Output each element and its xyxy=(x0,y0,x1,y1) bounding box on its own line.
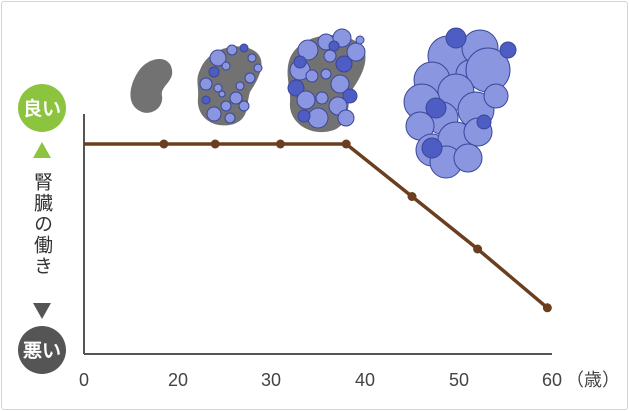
series-line xyxy=(84,142,549,310)
y-axis-label: 腎臓の働き xyxy=(31,172,53,277)
data-point xyxy=(210,139,220,149)
down-arrow-icon xyxy=(33,303,51,319)
cyst-bubble xyxy=(229,91,243,105)
cyst-bubble xyxy=(296,90,316,110)
cyst-bubble xyxy=(320,68,332,80)
cyst-bubble xyxy=(297,109,311,123)
cyst-bubble xyxy=(226,44,238,56)
cyst-bubble xyxy=(206,106,222,122)
data-point xyxy=(341,139,351,149)
x-tick-label: 0 xyxy=(79,370,89,390)
cyst-bubble xyxy=(323,49,337,63)
kidney-healthy-icon xyxy=(130,58,173,113)
x-tick-label: 40 xyxy=(355,370,375,390)
x-tick-labels: 0 20 30 40 50 60 （歳） xyxy=(79,370,620,390)
cyst-bubble xyxy=(224,112,236,124)
up-arrow-icon xyxy=(33,142,51,158)
data-point xyxy=(407,192,417,201)
data-point xyxy=(542,303,552,313)
x-tick-label: 30 xyxy=(261,370,281,390)
cyst-bubble xyxy=(337,109,355,127)
cyst-bubble xyxy=(421,137,443,159)
cyst-bubble xyxy=(293,55,307,69)
cyst-bubble xyxy=(307,107,329,129)
x-unit-label: （歳） xyxy=(566,370,620,390)
cyst-bubble xyxy=(213,83,223,93)
data-point xyxy=(275,139,285,149)
cyst-bubble xyxy=(218,90,226,98)
cyst-bubble xyxy=(453,143,483,173)
cyst-bubble xyxy=(244,72,256,84)
cyst-bubble xyxy=(253,63,263,73)
cyst-bubble xyxy=(328,40,340,52)
x-tick-label: 20 xyxy=(168,370,188,390)
cyst-bubble xyxy=(330,74,350,94)
cyst-bubble xyxy=(238,100,250,112)
kidney-large-cysts-icon xyxy=(403,27,517,179)
cyst-bubble xyxy=(247,53,257,63)
cyst-bubble xyxy=(199,77,213,91)
x-tick-label: 50 xyxy=(449,370,469,390)
good-badge-label: 良い xyxy=(23,97,61,120)
bad-badge-label: 悪い xyxy=(23,340,61,362)
y-axis-label-char: 腎臓の働き xyxy=(31,172,53,277)
cyst-bubble xyxy=(425,97,447,119)
good-badge: 良い xyxy=(18,84,66,132)
cyst-bubble xyxy=(315,91,329,105)
bad-badge: 悪い xyxy=(18,326,66,374)
cyst-bubble xyxy=(305,69,319,83)
cyst-bubble xyxy=(476,114,492,130)
cyst-bubble xyxy=(220,100,232,112)
data-point xyxy=(159,139,169,149)
kidney-medium-cysts-icon xyxy=(287,28,366,133)
cyst-bubble xyxy=(297,39,319,61)
data-point xyxy=(473,244,483,254)
cyst-bubble xyxy=(239,43,249,53)
cyst-bubble xyxy=(287,79,305,97)
cyst-bubble xyxy=(342,88,358,104)
cyst-bubble xyxy=(346,42,366,62)
data-series xyxy=(84,139,552,313)
cyst-bubble xyxy=(355,35,365,45)
cyst-bubble xyxy=(445,27,467,49)
cyst-bubble xyxy=(209,49,227,67)
cyst-bubble xyxy=(235,81,245,91)
cyst-bubble xyxy=(499,41,517,59)
x-tick-label: 60 xyxy=(542,370,562,390)
cyst-bubble xyxy=(201,95,211,105)
cyst-bubble xyxy=(335,55,353,73)
cyst-bubble xyxy=(483,83,509,109)
kidney-small-cysts-icon xyxy=(197,43,263,126)
cyst-bubble xyxy=(208,66,220,78)
cyst-bubble xyxy=(221,61,231,71)
